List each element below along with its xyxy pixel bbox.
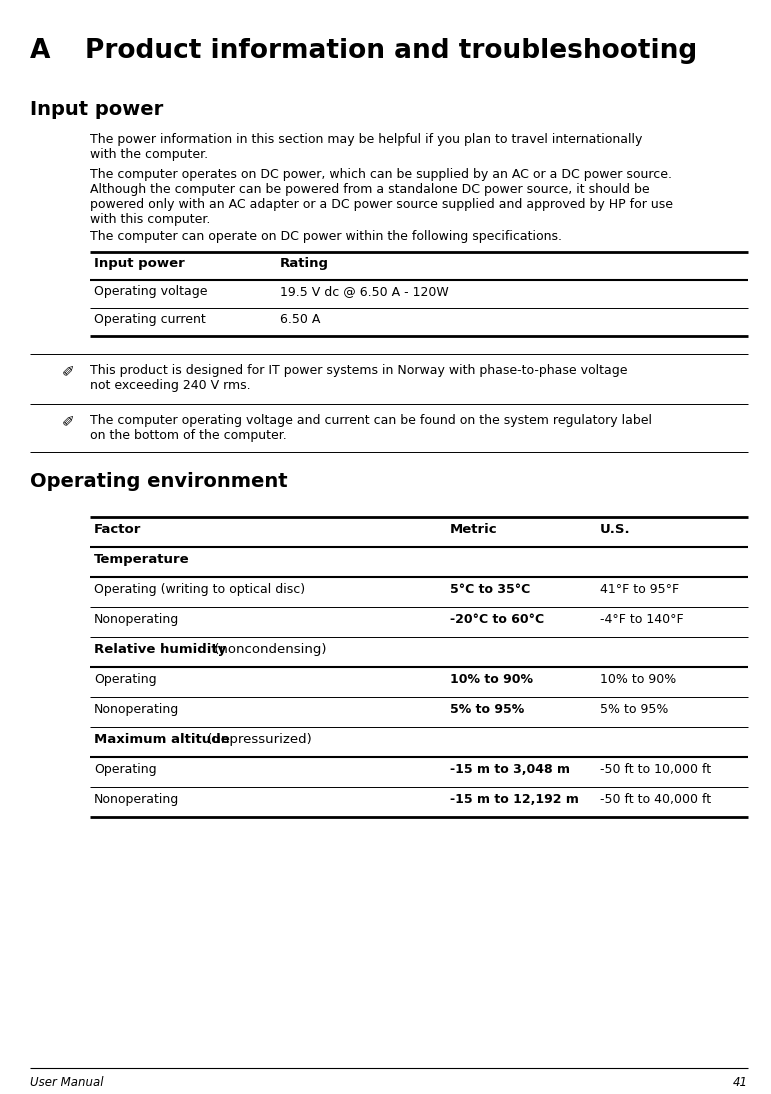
Text: Factor: Factor [94,523,141,536]
Text: Input power: Input power [94,257,185,270]
Text: Operating (writing to optical disc): Operating (writing to optical disc) [94,583,305,596]
Text: -15 m to 3,048 m: -15 m to 3,048 m [450,763,570,776]
Text: (noncondensing): (noncondensing) [210,643,326,656]
Text: Nonoperating: Nonoperating [94,613,179,626]
Text: -50 ft to 40,000 ft: -50 ft to 40,000 ft [600,793,711,806]
Text: 10% to 90%: 10% to 90% [450,673,533,686]
Text: 41: 41 [733,1076,748,1089]
Text: (unpressurized): (unpressurized) [203,733,311,746]
Text: Input power: Input power [30,100,163,119]
Text: The power information in this section may be helpful if you plan to travel inter: The power information in this section ma… [90,133,642,161]
Text: 10% to 90%: 10% to 90% [600,673,676,686]
Text: Operating environment: Operating environment [30,472,288,491]
Text: Maximum altitude: Maximum altitude [94,733,230,746]
Text: -15 m to 12,192 m: -15 m to 12,192 m [450,793,579,806]
Text: 19.5 V dc @ 6.50 A - 120W: 19.5 V dc @ 6.50 A - 120W [280,286,449,298]
Text: U.S.: U.S. [600,523,631,536]
Text: User Manual: User Manual [30,1076,103,1089]
Text: A: A [30,38,50,65]
Text: 6.50 A: 6.50 A [280,313,321,326]
Text: The computer operating voltage and current can be found on the system regulatory: The computer operating voltage and curre… [90,414,652,442]
Text: Operating voltage: Operating voltage [94,286,207,298]
Text: Operating: Operating [94,763,157,776]
Text: Rating: Rating [280,257,329,270]
Text: 5% to 95%: 5% to 95% [600,703,668,715]
Text: Temperature: Temperature [94,552,190,566]
Text: 5°C to 35°C: 5°C to 35°C [450,583,530,596]
Text: The computer can operate on DC power within the following specifications.: The computer can operate on DC power wit… [90,230,562,243]
Text: This product is designed for IT power systems in Norway with phase-to-phase volt: This product is designed for IT power sy… [90,364,628,392]
Text: Metric: Metric [450,523,497,536]
Text: ✐: ✐ [62,414,75,429]
Text: -50 ft to 10,000 ft: -50 ft to 10,000 ft [600,763,711,776]
Text: -20°C to 60°C: -20°C to 60°C [450,613,544,626]
Text: -4°F to 140°F: -4°F to 140°F [600,613,684,626]
Text: Nonoperating: Nonoperating [94,703,179,715]
Text: 5% to 95%: 5% to 95% [450,703,524,715]
Text: Product information and troubleshooting: Product information and troubleshooting [85,38,697,65]
Text: ✐: ✐ [62,364,75,379]
Text: Nonoperating: Nonoperating [94,793,179,806]
Text: Relative humidity: Relative humidity [94,643,226,656]
Text: 41°F to 95°F: 41°F to 95°F [600,583,679,596]
Text: Operating current: Operating current [94,313,206,326]
Text: The computer operates on DC power, which can be supplied by an AC or a DC power : The computer operates on DC power, which… [90,168,673,226]
Text: Operating: Operating [94,673,157,686]
